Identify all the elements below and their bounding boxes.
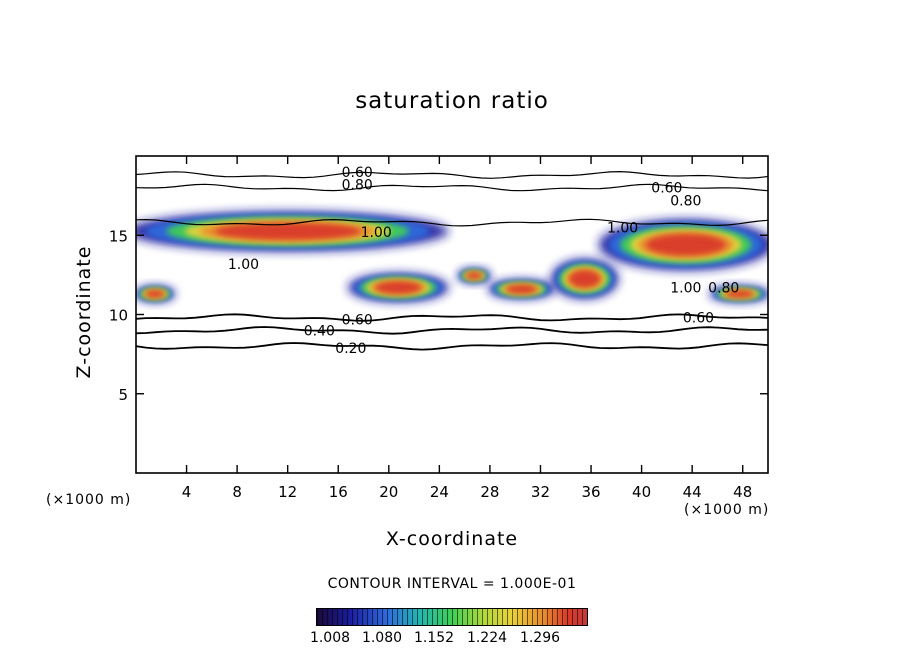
contour-label: 0.80 bbox=[342, 178, 373, 194]
supersaturation-region bbox=[136, 285, 176, 302]
supersaturation-region bbox=[709, 285, 768, 302]
x-tick-label: 36 bbox=[581, 483, 600, 501]
colorbar bbox=[316, 608, 588, 626]
contour-label: 0.20 bbox=[335, 341, 366, 357]
contour-label: 0.60 bbox=[342, 312, 373, 328]
x-tick-label: 8 bbox=[232, 483, 242, 501]
x-tick-label: 48 bbox=[733, 483, 752, 501]
contour-line bbox=[136, 326, 768, 335]
supersaturation-region bbox=[551, 259, 619, 299]
contour-label: 1.00 bbox=[361, 225, 392, 241]
supersaturation-region bbox=[488, 279, 556, 299]
contour-line bbox=[136, 183, 768, 192]
contour-line bbox=[136, 342, 768, 351]
colorbar-tick-label: 1.080 bbox=[361, 630, 403, 646]
y-tick-label: 15 bbox=[109, 227, 128, 245]
supersaturation-region bbox=[136, 211, 449, 252]
x-tick-label: 20 bbox=[379, 483, 398, 501]
x-tick-label: 40 bbox=[632, 483, 651, 501]
contour-interval-label: CONTOUR INTERVAL = 1.000E-01 bbox=[327, 576, 577, 592]
z-unit-label: (×1000 m) bbox=[684, 502, 770, 518]
supersaturation-region bbox=[598, 219, 768, 271]
x-tick-label: 32 bbox=[531, 483, 550, 501]
colorbar-tick-label: 1.224 bbox=[466, 630, 508, 646]
contour-label: 0.60 bbox=[683, 311, 714, 327]
y-tick-label: 10 bbox=[109, 307, 128, 325]
colorbar-tick-label: 1.008 bbox=[309, 630, 351, 646]
y-axis-label: Z-coordinate bbox=[73, 245, 95, 379]
contour-label: 1.00 bbox=[607, 220, 638, 236]
x-axis-label: X-coordinate bbox=[385, 528, 519, 550]
supersaturation-region bbox=[348, 273, 449, 302]
supersaturation-region bbox=[457, 268, 491, 283]
colorbar-tick-label: 1.296 bbox=[519, 630, 561, 646]
chart-title: saturation ratio bbox=[355, 88, 549, 114]
contour-label: 0.80 bbox=[670, 193, 701, 209]
x-unit-label: (×1000 m) bbox=[46, 492, 132, 508]
x-tick-label: 24 bbox=[430, 483, 449, 501]
contour-line bbox=[136, 170, 768, 179]
y-tick-label: 5 bbox=[118, 386, 128, 404]
contour-label: 1.00 bbox=[670, 281, 701, 297]
x-tick-label: 12 bbox=[278, 483, 297, 501]
x-tick-label: 44 bbox=[683, 483, 702, 501]
contour-label: 1.00 bbox=[228, 257, 259, 273]
x-tick-label: 28 bbox=[480, 483, 499, 501]
contour-line bbox=[136, 313, 768, 322]
contour-line bbox=[136, 218, 768, 227]
colorbar-tick-label: 1.152 bbox=[413, 630, 455, 646]
contour-label: 0.60 bbox=[342, 165, 373, 181]
x-tick-label: 4 bbox=[182, 483, 192, 501]
contour-label: 0.40 bbox=[304, 323, 335, 339]
x-tick-label: 16 bbox=[329, 483, 348, 501]
contour-label: 0.60 bbox=[651, 181, 682, 197]
contour-label: 0.80 bbox=[708, 281, 739, 297]
